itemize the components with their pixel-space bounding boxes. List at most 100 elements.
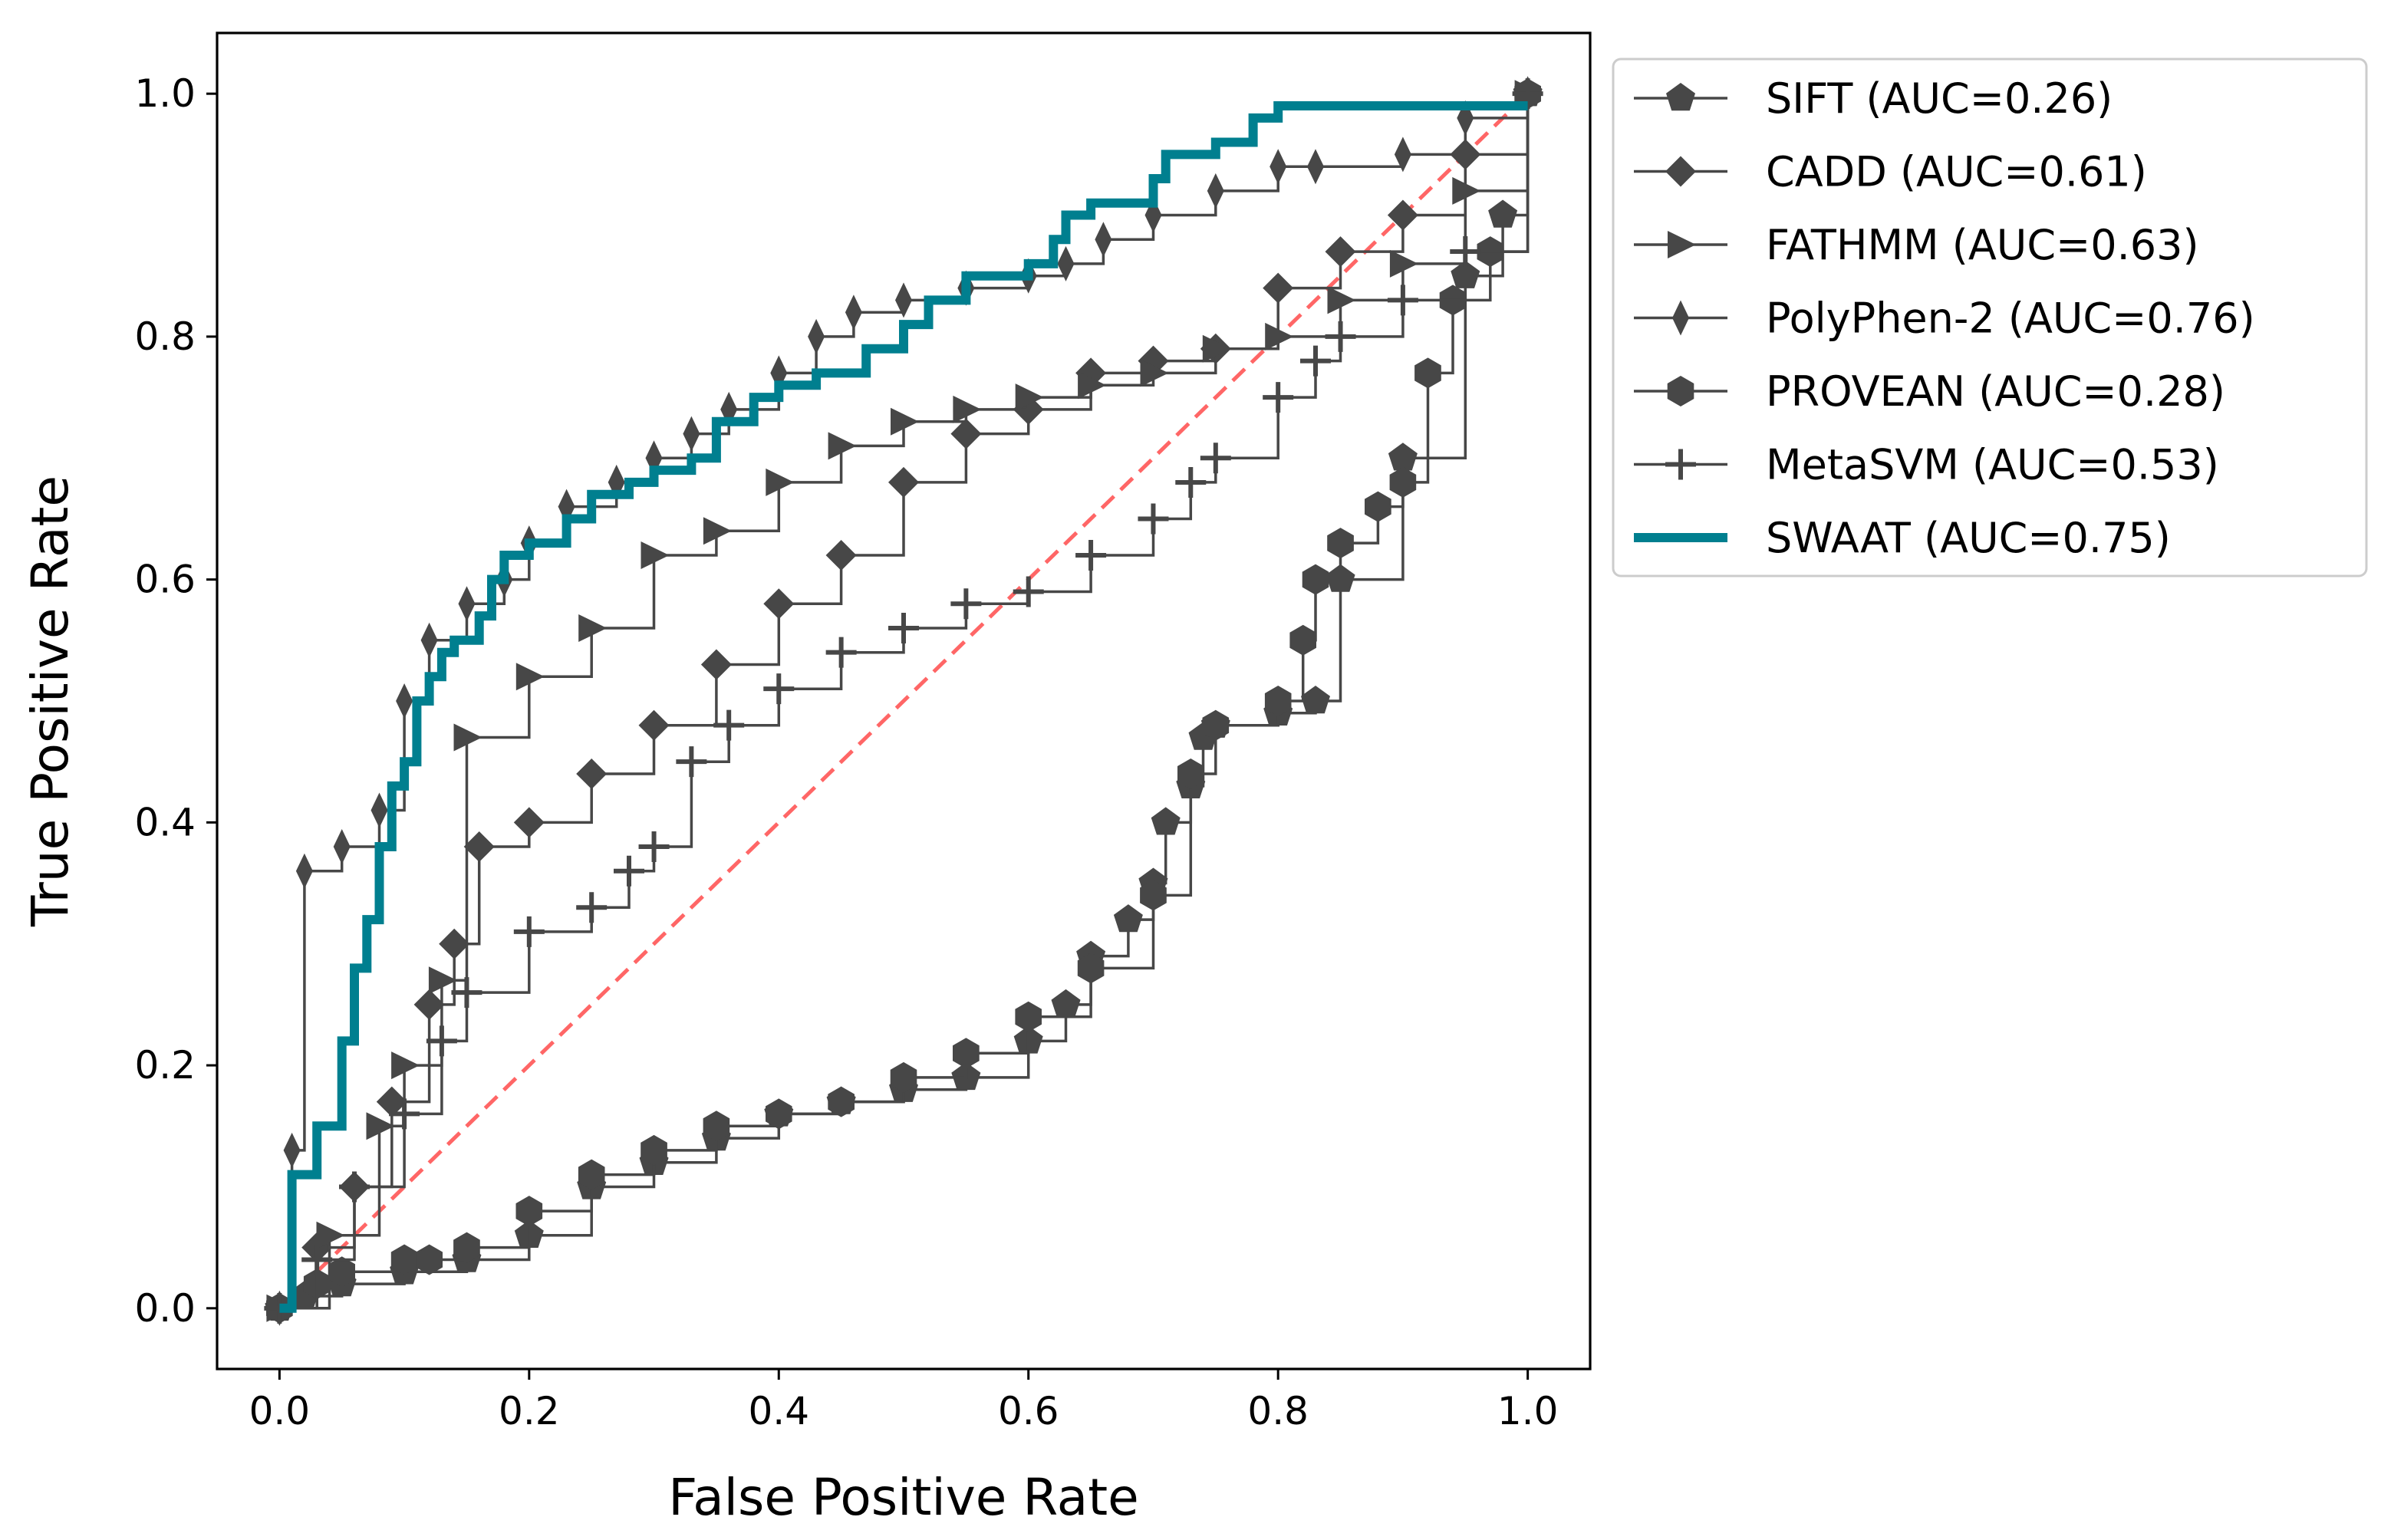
data-point [515, 1196, 543, 1227]
data-point [316, 1221, 345, 1249]
y-tick-label: 0.2 [134, 1043, 196, 1088]
data-point [888, 466, 919, 498]
data-point [1077, 953, 1105, 984]
data-point [1302, 564, 1329, 595]
legend: SIFT (AUC=0.26) CADD (AUC=0.61) FATHMM (AU… [1612, 58, 2368, 578]
data-point [513, 807, 545, 838]
data-point [391, 1051, 420, 1080]
data-point [576, 758, 608, 789]
data-point [1327, 286, 1356, 314]
data-point [890, 1061, 917, 1093]
legend-marker [1665, 156, 1696, 187]
data-point [1327, 528, 1354, 559]
data-point [1389, 466, 1417, 498]
x-tick-label: 0.0 [249, 1389, 311, 1433]
data-point [1325, 321, 1356, 352]
data-point [328, 1256, 355, 1288]
data-point [366, 1112, 395, 1140]
data-point [426, 1025, 457, 1057]
plot-frame [216, 31, 1592, 1371]
data-point [953, 395, 982, 423]
data-point [1207, 173, 1224, 209]
data-point [1289, 624, 1316, 656]
data-point [1177, 758, 1204, 789]
data-point [808, 318, 825, 354]
data-point [703, 517, 732, 545]
data-point [416, 1244, 443, 1275]
data-point [413, 989, 445, 1020]
data-point [370, 792, 388, 828]
legend-label: PROVEAN (AUC=0.28) [1766, 367, 2225, 416]
data-point [953, 1038, 980, 1069]
data-point [458, 586, 476, 622]
data-point [713, 709, 745, 741]
data-point [1200, 443, 1231, 474]
data-point [845, 295, 862, 331]
data-point [463, 831, 495, 862]
data-point [1113, 904, 1143, 933]
data-point [1057, 245, 1075, 281]
data-point [763, 673, 795, 705]
data-point [891, 407, 919, 436]
data-point [1015, 1001, 1042, 1032]
data-point [1140, 880, 1167, 911]
data-point [451, 977, 482, 1009]
x-axis-label: False Positive Rate [668, 1468, 1138, 1527]
legend-label: SIFT (AUC=0.26) [1766, 74, 2113, 123]
data-point [1414, 357, 1441, 389]
data-point [339, 1171, 370, 1203]
data-point [828, 432, 857, 460]
series-layer [264, 76, 1543, 1326]
legend-entry: PROVEAN (AUC=0.28) [1634, 367, 2225, 416]
x-tick-label: 0.8 [1247, 1389, 1309, 1433]
data-point [766, 1098, 792, 1130]
data-point [390, 1244, 418, 1275]
data-point [515, 663, 545, 691]
data-point [1365, 491, 1391, 522]
data-point [1388, 443, 1418, 471]
data-point [453, 1232, 480, 1263]
data-point [683, 416, 700, 452]
legend-marker [1666, 83, 1695, 111]
data-point [1301, 686, 1330, 714]
legend-marker [1665, 449, 1696, 480]
y-tick-label: 1.0 [134, 71, 196, 116]
data-point [1387, 199, 1418, 231]
data-point [1263, 272, 1294, 304]
data-point [1300, 345, 1331, 377]
data-point [1325, 236, 1356, 268]
data-point [638, 831, 670, 863]
data-point [950, 418, 982, 449]
data-point [1202, 709, 1230, 741]
data-point [1270, 149, 1287, 185]
data-point [1138, 503, 1169, 535]
data-point [638, 709, 670, 741]
x-tick-label: 0.2 [499, 1389, 560, 1433]
data-point [333, 829, 351, 864]
x-axis-ticks: 0.0 0.2 0.4 0.6 0.8 1.0 [249, 1369, 1558, 1433]
data-point [1394, 137, 1411, 173]
data-point [1075, 539, 1107, 571]
y-tick-label: 0.4 [134, 800, 196, 844]
legend-entry: FATHMM (AUC=0.63) [1634, 221, 2199, 269]
legend-label: PolyPhen-2 (AUC=0.76) [1766, 295, 2255, 343]
data-point [428, 966, 457, 995]
legend-entry: PolyPhen-2 (AUC=0.76) [1634, 295, 2255, 343]
data-point [396, 683, 413, 719]
data-point [895, 282, 912, 318]
data-point [578, 1159, 605, 1190]
series-line [279, 101, 1528, 1313]
legend-label: FATHMM (AUC=0.63) [1766, 221, 2199, 269]
data-point [453, 723, 482, 752]
data-point [1389, 249, 1418, 278]
data-point [283, 1132, 301, 1168]
data-point [1175, 466, 1207, 498]
data-point [1488, 199, 1518, 228]
data-point [825, 540, 857, 571]
x-tick-label: 0.6 [998, 1389, 1059, 1433]
data-point [888, 612, 919, 643]
series-4 [266, 78, 1541, 1324]
data-point [1078, 371, 1107, 400]
data-point [420, 622, 438, 658]
